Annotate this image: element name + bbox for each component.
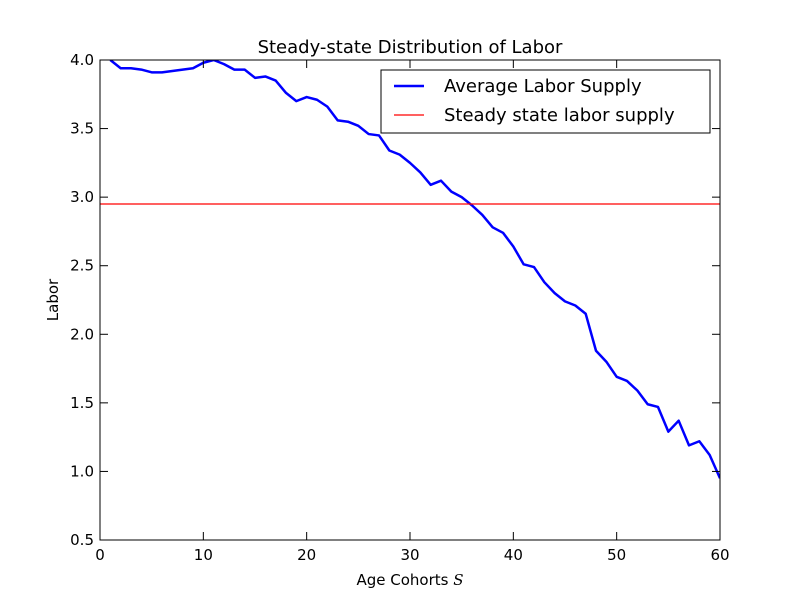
x-tick-label: 50 <box>607 546 626 564</box>
y-axis: 0.5 1.0 1.5 2.0 2.5 3.0 3.5 4.0 <box>70 51 720 549</box>
legend-box <box>380 69 711 134</box>
x-axis: 0 10 20 30 40 50 60 <box>95 60 730 564</box>
y-tick-label: 2.5 <box>70 257 94 275</box>
x-tick-label: 20 <box>297 546 316 564</box>
y-tick-label: 4.0 <box>70 51 94 69</box>
y-tick-label: 3.0 <box>70 188 94 206</box>
x-tick-label: 0 <box>95 546 105 564</box>
y-tick-label: 1.5 <box>70 394 94 412</box>
y-tick-label: 3.5 <box>70 120 94 138</box>
y-tick-label: 2.0 <box>70 325 94 343</box>
legend-label-average-labor-supply: Average Labor Supply <box>444 76 642 97</box>
y-tick-label: 0.5 <box>70 531 94 549</box>
x-tick-label: 60 <box>710 546 729 564</box>
y-axis-label: Labor <box>44 278 62 321</box>
x-tick-label: 40 <box>504 546 523 564</box>
chart-title: Steady-state Distribution of Labor <box>258 37 563 58</box>
x-axis-label-symbol: S <box>453 571 463 589</box>
x-tick-label: 30 <box>400 546 419 564</box>
x-tick-label: 10 <box>194 546 213 564</box>
legend-label-steady-state-labor-supply: Steady state labor supply <box>444 105 675 126</box>
y-tick-label: 1.0 <box>70 462 94 480</box>
x-axis-label: Age Cohorts S <box>356 571 463 589</box>
legend: Average Labor Supply Steady state labor … <box>380 69 711 134</box>
x-axis-label-text: Age Cohorts <box>356 571 453 589</box>
